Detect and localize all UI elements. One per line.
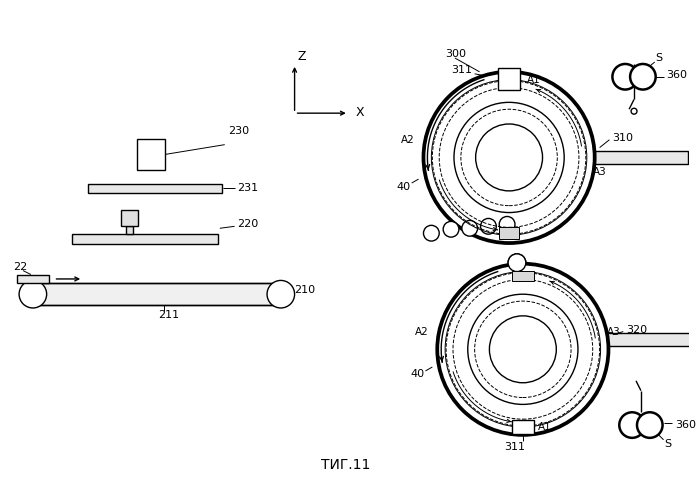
Text: A1: A1 bbox=[527, 75, 540, 85]
Text: A3: A3 bbox=[593, 167, 607, 177]
Text: A2: A2 bbox=[415, 327, 428, 337]
Circle shape bbox=[619, 412, 645, 438]
Circle shape bbox=[630, 64, 656, 89]
Text: 40: 40 bbox=[410, 369, 425, 379]
Bar bbox=[122, 210, 138, 226]
Text: S: S bbox=[655, 53, 662, 63]
Text: 360: 360 bbox=[675, 420, 696, 430]
Circle shape bbox=[612, 64, 638, 89]
Text: 311: 311 bbox=[452, 65, 473, 75]
Circle shape bbox=[637, 412, 663, 438]
Circle shape bbox=[19, 280, 47, 308]
Text: ΤИГ.11: ΤИГ.11 bbox=[321, 459, 370, 472]
Text: 40: 40 bbox=[397, 182, 411, 192]
Circle shape bbox=[267, 280, 294, 308]
Text: A1: A1 bbox=[538, 422, 552, 432]
Text: A2: A2 bbox=[401, 135, 415, 145]
Text: A3: A3 bbox=[607, 327, 620, 337]
Text: 220: 220 bbox=[238, 219, 259, 229]
Text: 210: 210 bbox=[294, 285, 316, 295]
Text: S: S bbox=[664, 439, 671, 449]
Text: Z: Z bbox=[298, 50, 306, 62]
Text: 300: 300 bbox=[445, 49, 466, 59]
Bar bbox=[499, 227, 519, 239]
Circle shape bbox=[424, 225, 439, 241]
Circle shape bbox=[462, 220, 477, 236]
Bar bbox=[88, 184, 222, 193]
Text: 22: 22 bbox=[13, 262, 27, 272]
Circle shape bbox=[438, 264, 608, 435]
Circle shape bbox=[480, 218, 496, 234]
Circle shape bbox=[499, 217, 515, 232]
Text: X: X bbox=[356, 106, 364, 119]
Bar bbox=[137, 139, 165, 170]
Circle shape bbox=[508, 254, 526, 272]
Bar bbox=[590, 151, 688, 164]
Text: 211: 211 bbox=[158, 310, 179, 320]
Circle shape bbox=[631, 108, 637, 114]
Bar bbox=[512, 271, 533, 281]
Bar bbox=[512, 420, 533, 434]
Bar bbox=[127, 226, 134, 234]
Circle shape bbox=[508, 254, 526, 272]
Bar bbox=[603, 332, 699, 346]
Bar bbox=[33, 283, 281, 305]
Bar bbox=[72, 234, 218, 244]
Text: 310: 310 bbox=[612, 133, 633, 143]
Text: 311: 311 bbox=[505, 442, 526, 452]
Bar bbox=[17, 274, 49, 283]
Text: 231: 231 bbox=[238, 183, 259, 193]
Circle shape bbox=[443, 221, 459, 237]
Text: 360: 360 bbox=[667, 70, 688, 80]
Text: 320: 320 bbox=[626, 325, 647, 335]
Text: 230: 230 bbox=[228, 126, 249, 136]
Bar bbox=[498, 68, 520, 89]
Circle shape bbox=[424, 72, 595, 243]
